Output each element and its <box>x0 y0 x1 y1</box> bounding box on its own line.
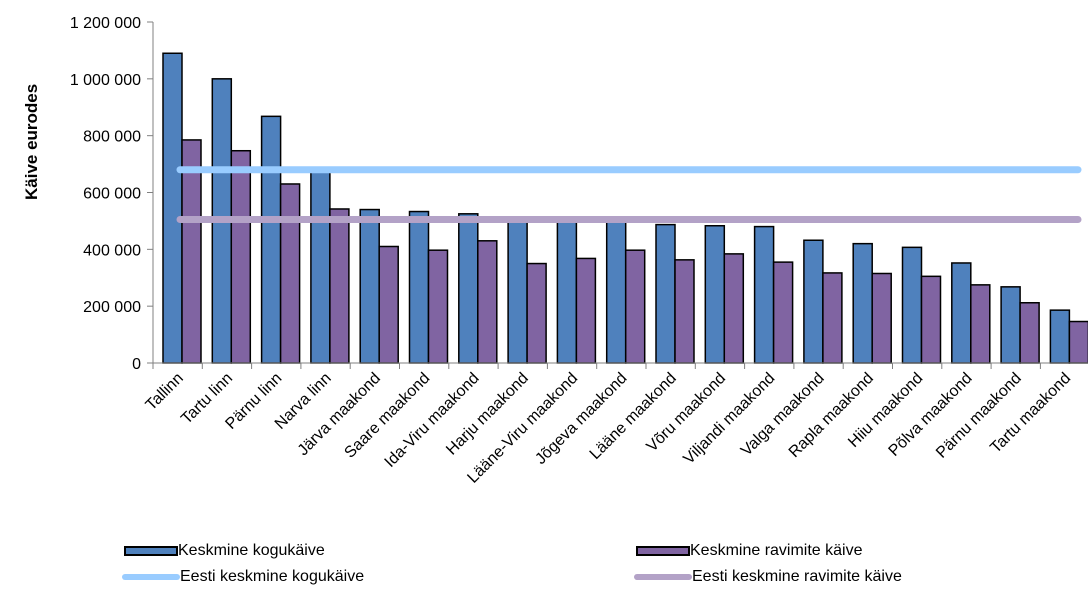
bar-keskmine-kogukaive <box>507 217 528 364</box>
bar-keskmine-ravimite-kaive <box>378 245 399 364</box>
y-tick-label: 600 000 <box>83 186 141 203</box>
bar-keskmine-kogukaive <box>753 225 775 364</box>
y-axis-label: Käive eurodes <box>22 83 41 200</box>
x-tick-label: Rapla maakond <box>786 370 877 461</box>
legend-label: Eesti keskmine ravimite käive <box>692 568 902 585</box>
bar-keskmine-kogukaive <box>1000 286 1021 364</box>
bar-keskmine-kogukaive <box>359 208 380 364</box>
bar-keskmine-kogukaive <box>1049 309 1071 364</box>
y-tick-label: 400 000 <box>83 242 141 259</box>
bar-keskmine-kogukaive <box>655 223 676 364</box>
bar-keskmine-kogukaive <box>162 52 183 364</box>
bar-keskmine-kogukaive <box>605 220 627 364</box>
bar-keskmine-kogukaive <box>901 246 923 364</box>
bar-keskmine-kogukaive <box>408 210 430 364</box>
bar-keskmine-kogukaive <box>556 218 578 364</box>
bar-keskmine-ravimite-kaive <box>181 139 202 364</box>
legend-item-ravimite-kaive: Keskmine ravimite käive <box>636 540 863 562</box>
x-tick-label: Viljandi maakond <box>680 370 778 468</box>
bar-keskmine-ravimite-kaive <box>871 272 892 364</box>
bar-keskmine-kogukaive <box>852 242 873 364</box>
x-tick-label: Lääne maakond <box>587 370 680 463</box>
bar-keskmine-kogukaive <box>310 171 331 364</box>
x-tick-label: Valga maakond <box>738 370 828 460</box>
bar-keskmine-kogukaive <box>458 213 479 364</box>
bar-keskmine-ravimite-kaive <box>624 249 646 364</box>
legend-swatch-eesti-ravimite-kaive <box>634 574 692 580</box>
bar-keskmine-ravimite-kaive <box>920 275 942 364</box>
y-axis: 0 200 000 400 000 600 000 800 000 1 000 000 1 … <box>70 15 154 373</box>
legend-item-eesti-kogukaive: Eesti keskmine kogukäive <box>122 566 364 588</box>
x-tick-label: Saare maakond <box>341 370 433 462</box>
bar-keskmine-ravimite-kaive <box>575 257 597 364</box>
bar-keskmine-kogukaive <box>951 262 972 364</box>
y-tick-label: 1 200 000 <box>70 15 141 32</box>
bar-keskmine-ravimite-kaive <box>674 259 695 364</box>
bar-keskmine-ravimite-kaive <box>279 183 301 364</box>
legend-item-kogukaive: Keskmine kogukäive <box>124 540 325 562</box>
y-tick-label: 0 <box>132 356 141 373</box>
bar-keskmine-ravimite-kaive <box>477 240 498 364</box>
y-tick-label: 200 000 <box>83 299 141 316</box>
bar-keskmine-ravimite-kaive <box>230 149 252 364</box>
bar-keskmine-ravimite-kaive <box>526 262 547 364</box>
x-tick-label: Tallinn <box>143 370 187 414</box>
bar-keskmine-ravimite-kaive <box>329 208 350 364</box>
legend-swatch-kogukaive <box>124 546 178 556</box>
legend: Keskmine kogukäive Keskmine ravimite käi… <box>0 540 1088 598</box>
bar-keskmine-kogukaive <box>704 224 726 364</box>
y-tick-label: 1 000 000 <box>70 72 141 89</box>
bar-keskmine-ravimite-kaive <box>1019 302 1040 364</box>
legend-swatch-ravimite-kaive <box>636 546 690 556</box>
y-tick-label: 800 000 <box>83 129 141 146</box>
bar-keskmine-ravimite-kaive <box>427 249 449 364</box>
legend-swatch-eesti-kogukaive <box>122 574 180 580</box>
bar-keskmine-ravimite-kaive <box>970 284 991 364</box>
bar-keskmine-ravimite-kaive <box>822 272 843 364</box>
bar-keskmine-kogukaive <box>803 239 824 364</box>
legend-label: Keskmine ravimite käive <box>690 542 863 559</box>
reference-lines <box>176 166 1082 223</box>
bar-chart: 0 200 000 400 000 600 000 800 000 1 000 000 1 … <box>70 15 1088 487</box>
bar-keskmine-ravimite-kaive <box>772 261 794 364</box>
legend-label: Eesti keskmine kogukäive <box>180 568 365 585</box>
bar-keskmine-ravimite-kaive <box>1068 320 1088 364</box>
bar-keskmine-ravimite-kaive <box>723 253 745 364</box>
legend-label: Keskmine kogukäive <box>178 542 325 559</box>
x-tick-label: Jõgeva maakond <box>532 370 630 468</box>
bars <box>162 52 1088 364</box>
x-tick-label: Pärnu maakond <box>933 370 1025 462</box>
bar-keskmine-kogukaive <box>260 115 282 364</box>
legend-item-eesti-ravimite-kaive: Eesti keskmine ravimite käive <box>634 566 902 588</box>
x-tick-label: Ida-Viru maakond <box>382 370 483 471</box>
x-tick-label: Põlva maakond <box>886 370 976 460</box>
